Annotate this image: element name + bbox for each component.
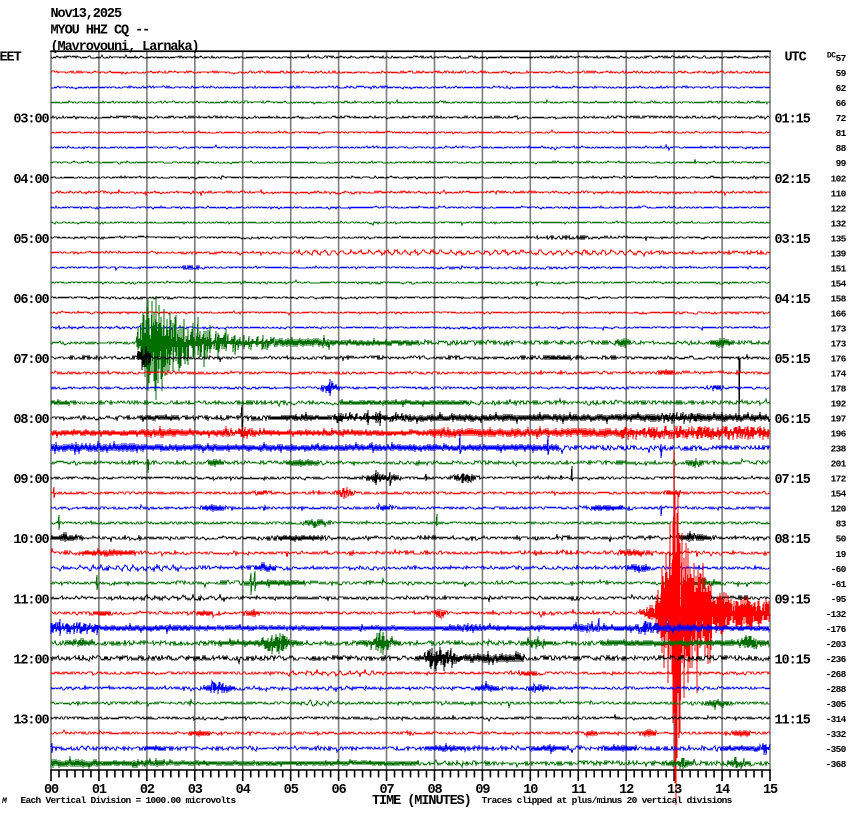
svg-text:UTC: UTC	[785, 51, 807, 66]
svg-text:Each Vertical Division = 1000.: Each Vertical Division = 1000.00 microvo…	[21, 795, 237, 806]
svg-text:132: 132	[831, 218, 847, 229]
svg-text:151: 151	[831, 263, 847, 274]
svg-text:173: 173	[831, 324, 847, 335]
svg-text:04:15: 04:15	[775, 293, 811, 308]
svg-text:M: M	[1, 797, 8, 806]
svg-text:04:00: 04:00	[13, 173, 49, 188]
svg-text:99: 99	[836, 158, 847, 169]
svg-text:EET: EET	[0, 51, 22, 66]
svg-text:00: 00	[44, 783, 59, 798]
svg-text:-132: -132	[826, 609, 847, 620]
svg-text:01: 01	[92, 783, 107, 798]
svg-text:01:15: 01:15	[775, 113, 811, 128]
svg-text:08: 08	[427, 783, 442, 798]
svg-text:10:00: 10:00	[13, 533, 49, 548]
svg-text:11: 11	[571, 783, 586, 798]
svg-text:15: 15	[763, 783, 778, 798]
svg-text:03:15: 03:15	[775, 233, 811, 248]
svg-text:59: 59	[836, 68, 847, 79]
svg-text:07:15: 07:15	[775, 473, 811, 488]
svg-text:10:15: 10:15	[775, 653, 811, 668]
svg-text:19: 19	[836, 549, 847, 560]
svg-text:-60: -60	[831, 564, 847, 575]
svg-text:110: 110	[831, 188, 847, 199]
svg-text:06: 06	[332, 783, 347, 798]
svg-text:03: 03	[188, 783, 203, 798]
svg-text:135: 135	[831, 233, 847, 244]
svg-text:06:15: 06:15	[775, 413, 811, 428]
svg-text:158: 158	[831, 293, 847, 304]
svg-text:197: 197	[831, 414, 847, 425]
svg-text:09:15: 09:15	[775, 593, 811, 608]
svg-text:09:00: 09:00	[13, 473, 49, 488]
svg-text:11:15: 11:15	[775, 714, 811, 729]
svg-text:-305: -305	[826, 699, 847, 710]
svg-text:238: 238	[831, 444, 847, 455]
svg-text:83: 83	[836, 519, 847, 530]
svg-text:66: 66	[836, 98, 847, 109]
svg-text:12: 12	[619, 783, 634, 798]
svg-text:09: 09	[475, 783, 490, 798]
svg-text:05:15: 05:15	[775, 353, 811, 368]
svg-text:192: 192	[831, 399, 847, 410]
svg-text:06:00: 06:00	[13, 293, 49, 308]
svg-text:88: 88	[836, 143, 847, 154]
svg-text:-268: -268	[826, 669, 847, 680]
svg-text:81: 81	[836, 128, 847, 139]
svg-text:-176: -176	[826, 624, 847, 635]
svg-text:154: 154	[831, 489, 847, 500]
svg-text:-203: -203	[826, 639, 847, 650]
svg-text:139: 139	[831, 248, 847, 259]
svg-text:TIME (MINUTES): TIME (MINUTES)	[372, 794, 471, 809]
svg-text:120: 120	[831, 504, 847, 515]
svg-text:07: 07	[379, 783, 394, 798]
svg-text:05:00: 05:00	[13, 233, 49, 248]
svg-text:201: 201	[831, 459, 847, 470]
svg-text:-314: -314	[826, 714, 847, 725]
svg-text:196: 196	[831, 429, 847, 440]
svg-text:13: 13	[667, 783, 682, 798]
svg-text:02:15: 02:15	[775, 173, 811, 188]
svg-text:08:00: 08:00	[13, 413, 49, 428]
svg-text:08:15: 08:15	[775, 533, 811, 548]
svg-text:172: 172	[831, 474, 847, 485]
svg-text:07:00: 07:00	[13, 353, 49, 368]
svg-text:04: 04	[236, 783, 251, 798]
svg-text:Nov13,2025: Nov13,2025	[51, 7, 122, 22]
svg-text:05: 05	[284, 783, 299, 798]
svg-text:-350: -350	[826, 744, 847, 755]
svg-text:-288: -288	[826, 684, 847, 695]
svg-text:50: 50	[836, 534, 847, 545]
svg-text:72: 72	[836, 113, 847, 124]
svg-text:MYOU HHZ CQ --: MYOU HHZ CQ --	[51, 24, 150, 39]
svg-text:176: 176	[831, 354, 847, 365]
svg-text:-332: -332	[826, 729, 847, 740]
svg-text:62: 62	[836, 83, 847, 94]
svg-text:122: 122	[831, 203, 847, 214]
svg-text:Traces clipped at plus/minus 2: Traces clipped at plus/minus 20 vertical…	[482, 795, 733, 806]
svg-text:-368: -368	[826, 759, 847, 770]
svg-text:178: 178	[831, 384, 847, 395]
svg-text:14: 14	[715, 783, 730, 798]
svg-text:174: 174	[831, 369, 847, 380]
svg-text:154: 154	[831, 278, 847, 289]
svg-text:13:00: 13:00	[13, 714, 49, 729]
svg-text:12:00: 12:00	[13, 653, 49, 668]
svg-text:DC: DC	[827, 52, 836, 61]
svg-text:10: 10	[523, 783, 538, 798]
svg-text:02: 02	[140, 783, 155, 798]
svg-text:-95: -95	[831, 594, 847, 605]
svg-text:57: 57	[836, 53, 847, 64]
svg-text:-236: -236	[826, 654, 847, 665]
svg-text:-61: -61	[831, 579, 847, 590]
svg-text:102: 102	[831, 173, 847, 184]
svg-text:173: 173	[831, 339, 847, 350]
svg-text:166: 166	[831, 308, 847, 319]
svg-text:(Mavrovouni, Larnaka): (Mavrovouni, Larnaka)	[51, 40, 199, 55]
svg-text:11:00: 11:00	[13, 593, 49, 608]
svg-text:03:00: 03:00	[13, 113, 49, 128]
